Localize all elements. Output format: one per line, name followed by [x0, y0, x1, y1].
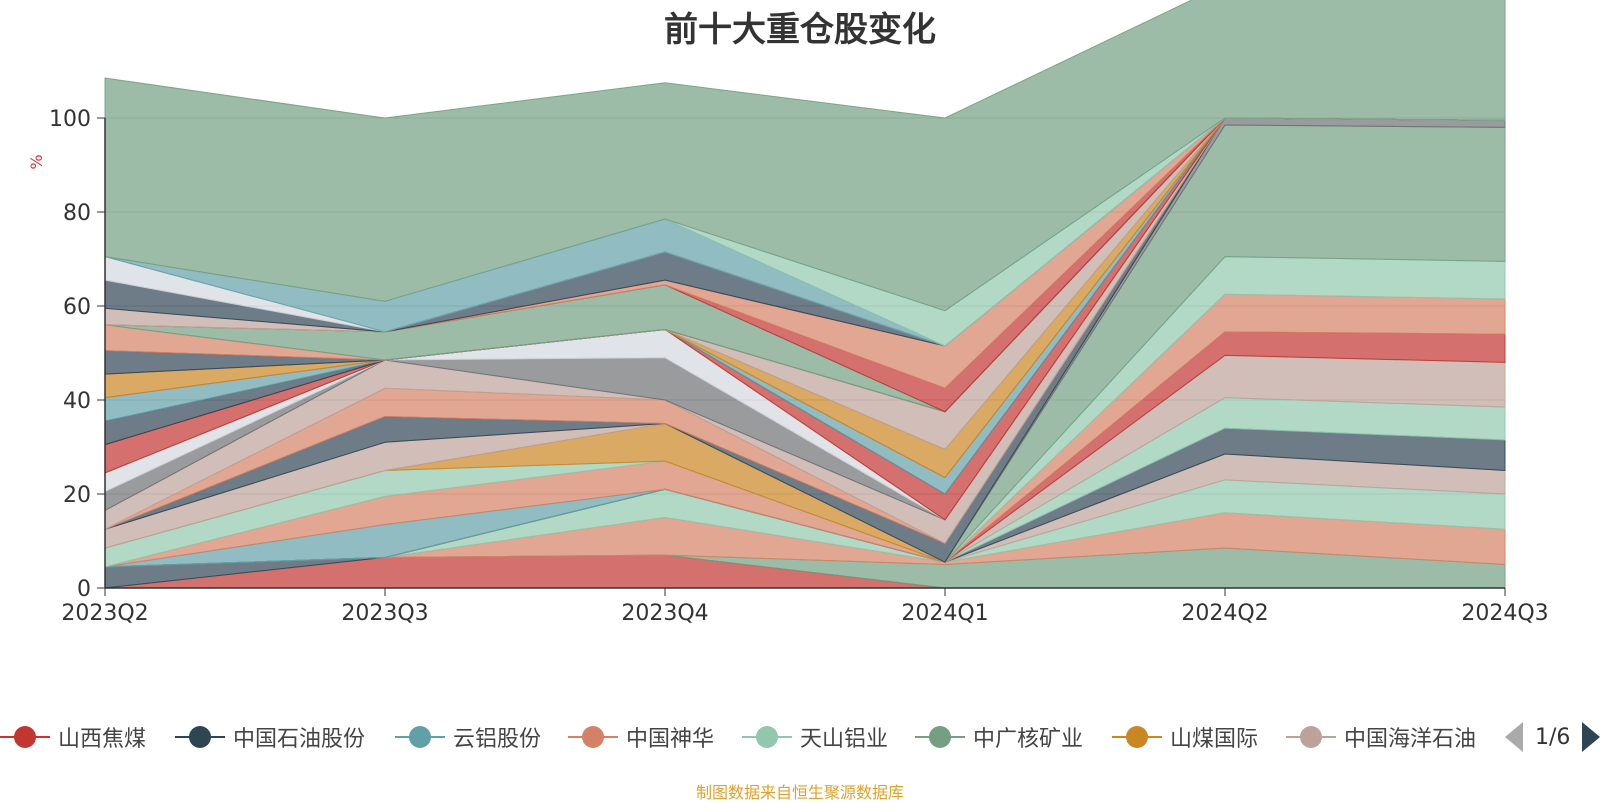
legend-item[interactable]: 中国海洋石油 [1286, 720, 1476, 754]
legend: 山西焦煤 中国石油股份 云铝股份 中国神华 天山铝业 中广核矿业 山煤国际 中国海洋石油 [0, 720, 1505, 754]
legend-marker-icon [0, 724, 50, 750]
y-tick-label: 0 [77, 577, 91, 602]
x-tick-label: 2024Q1 [901, 601, 988, 626]
x-tick-label: 2023Q2 [61, 601, 148, 626]
legend-label: 中广核矿业 [973, 727, 1084, 752]
legend-pager: 1/6 [1505, 720, 1600, 754]
legend-marker-icon [395, 724, 445, 750]
x-tick-label: 2024Q3 [1461, 601, 1548, 626]
area-series-40 [104, 0, 1506, 312]
legend-label: 中国神华 [626, 727, 715, 752]
x-tick-label: 2023Q4 [621, 601, 708, 626]
y-tick-label: 80 [63, 201, 91, 226]
legend-marker-icon [175, 724, 225, 750]
y-tick-label: 20 [63, 483, 91, 508]
legend-marker-icon [1112, 724, 1162, 750]
legend-label: 云铝股份 [453, 727, 542, 752]
legend-item[interactable]: 云铝股份 [395, 720, 541, 754]
x-tick-label: 2024Q2 [1181, 601, 1268, 626]
legend-item[interactable]: 山煤国际 [1112, 720, 1258, 754]
legend-label: 中国石油股份 [233, 727, 366, 752]
legend-item[interactable]: 天山铝业 [742, 720, 888, 754]
legend-marker-icon [1286, 724, 1336, 750]
legend-page-indicator: 1/6 [1535, 724, 1571, 750]
legend-marker-icon [915, 724, 965, 750]
chart-title: 前十大重仓股变化 [664, 10, 936, 50]
chart-area: 0 20 40 60 80 100 2023Q2 2023Q3 2023Q4 2024Q1 2024… [27, 0, 1549, 626]
legend-label: 山西焦煤 [58, 727, 147, 752]
legend-marker-icon [742, 724, 792, 750]
legend-next-page-icon[interactable] [1582, 722, 1600, 752]
data-source-note: 制图数据来自恒生聚源数据库 [695, 783, 904, 802]
legend-label: 天山铝业 [800, 727, 889, 752]
axes: 0 20 40 60 80 100 2023Q2 2023Q3 2023Q4 2024Q1 2024… [49, 107, 1549, 626]
legend-item[interactable]: 中广核矿业 [915, 720, 1083, 754]
y-axis-label: % [27, 154, 46, 169]
y-tick-label: 40 [63, 389, 91, 414]
legend-item[interactable]: 中国神华 [568, 720, 714, 754]
legend-prev-page-icon[interactable] [1505, 722, 1523, 752]
legend-label: 中国海洋石油 [1344, 727, 1477, 752]
legend-item[interactable]: 中国石油股份 [175, 720, 365, 754]
legend-marker-icon [568, 724, 618, 750]
y-tick-label: 100 [49, 107, 91, 132]
y-tick-label: 60 [63, 295, 91, 320]
x-tick-label: 2023Q3 [341, 601, 428, 626]
stacked-areas [104, 0, 1506, 589]
legend-item[interactable]: 山西焦煤 [0, 720, 146, 754]
legend-label: 山煤国际 [1170, 727, 1259, 752]
